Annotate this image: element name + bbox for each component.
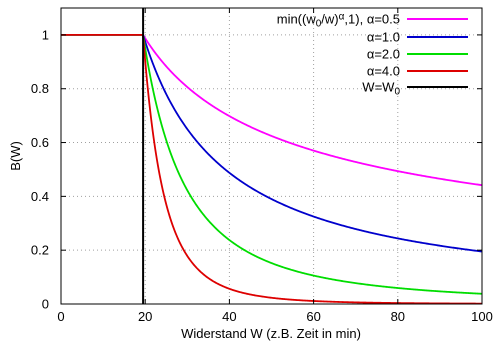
series-line-alpha-2 bbox=[60, 34, 483, 295]
y-tick-label: 0.4 bbox=[31, 189, 49, 204]
y-axis-label: B(W) bbox=[8, 141, 23, 171]
series-line-alpha-0-5 bbox=[60, 34, 483, 187]
grid-layer bbox=[61, 8, 482, 304]
legend-label: W=W0 bbox=[362, 80, 400, 98]
plot-frame bbox=[60, 7, 483, 305]
x-tick-label: 80 bbox=[391, 309, 405, 324]
legend-label: α=1.0 bbox=[367, 30, 400, 45]
legend-label: α=2.0 bbox=[367, 47, 400, 62]
series-line-alpha-1 bbox=[60, 34, 483, 253]
curves-layer bbox=[60, 8, 483, 305]
x-axis-label: Widerstand W (z.B. Zeit in min) bbox=[181, 326, 361, 341]
series-line-alpha-4 bbox=[60, 34, 483, 305]
x-tick-label: 100 bbox=[471, 309, 493, 324]
legend-label: min((w0/w)α,1), α=0.5 bbox=[277, 11, 400, 29]
y-tick-label: 0.6 bbox=[31, 135, 49, 150]
x-tick-label: 60 bbox=[306, 309, 320, 324]
x-tick-label: 20 bbox=[138, 309, 152, 324]
x-tick-label: 40 bbox=[222, 309, 236, 324]
y-tick-label: 0.2 bbox=[31, 243, 49, 258]
y-tick-label: 1 bbox=[42, 27, 49, 42]
ticks-layer: 0 20 40 60 80 100 0 0.2 0.4 0.6 0.8 1 bbox=[31, 8, 493, 324]
x-tick-label: 0 bbox=[57, 309, 64, 324]
y-tick-label: 0 bbox=[42, 297, 49, 312]
legend-label: α=4.0 bbox=[367, 64, 400, 79]
legend: min((w0/w)α,1), α=0.5α=1.0 α=2.0 α=4.0W=W0 bbox=[277, 11, 468, 97]
y-tick-label: 0.8 bbox=[31, 81, 49, 96]
